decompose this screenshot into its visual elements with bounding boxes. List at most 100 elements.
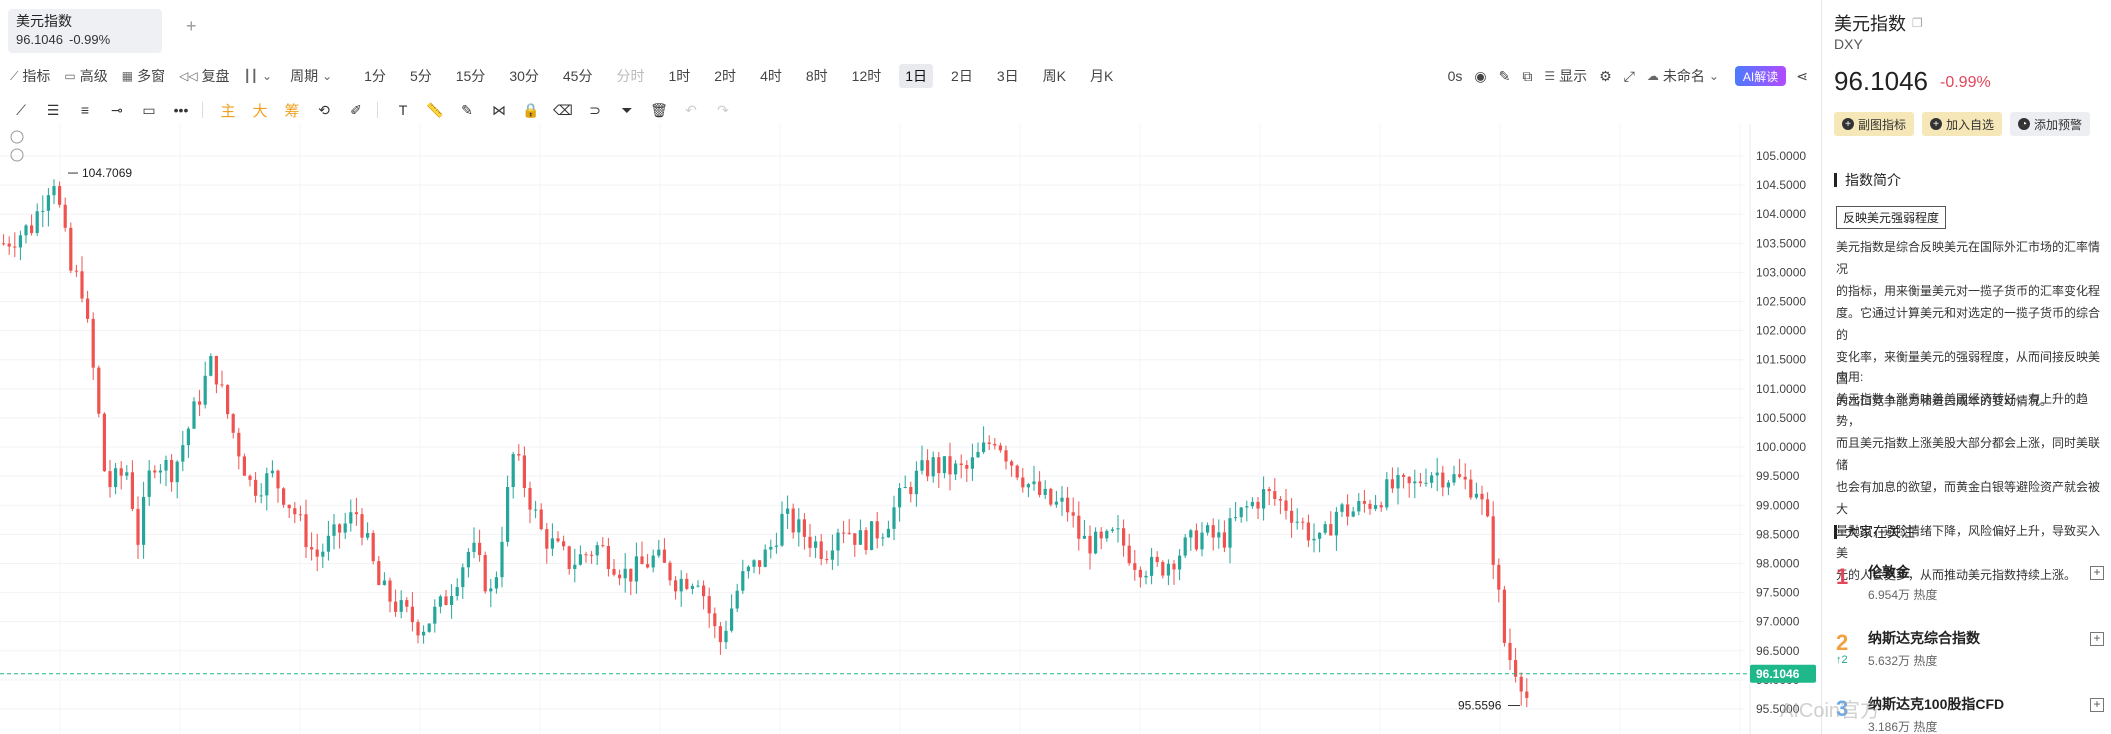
add-tab-button[interactable]: + bbox=[186, 16, 197, 36]
period-8[interactable]: 4时 bbox=[760, 68, 782, 84]
sub-indicator-button[interactable]: + 副图指标 bbox=[1834, 112, 1915, 136]
rectangle-icon[interactable]: ▭ bbox=[142, 101, 156, 118]
period-10[interactable]: 12时 bbox=[851, 68, 882, 84]
price-tick-label: 104.5000 bbox=[1756, 178, 1806, 192]
candle-body bbox=[752, 560, 756, 567]
panel-price: 96.1046 bbox=[1834, 66, 1928, 96]
period-9[interactable]: 8时 bbox=[805, 68, 828, 84]
camera-icon[interactable]: ◉ bbox=[1474, 67, 1487, 84]
candle-body bbox=[444, 596, 448, 605]
candle-body bbox=[517, 454, 521, 456]
candle-body bbox=[466, 551, 470, 568]
period-12[interactable]: 2日 bbox=[951, 68, 973, 84]
display-button[interactable]: ☰ 显示 bbox=[1544, 63, 1587, 89]
tab-dxy[interactable]: 美元指数 96.1046 -0.99% bbox=[8, 9, 162, 53]
replay-button[interactable]: ◁◁ 复盘 bbox=[179, 63, 229, 89]
candle-body bbox=[1127, 545, 1131, 564]
add-alert-button[interactable]: ◔ 添加预警 bbox=[2010, 112, 2091, 136]
candle-body bbox=[1155, 556, 1159, 563]
fullscreen-icon[interactable]: ⤢ bbox=[1623, 67, 1635, 84]
candle-body bbox=[758, 560, 762, 567]
settings-icon[interactable]: ⚙ bbox=[1599, 67, 1612, 84]
period-6[interactable]: 1时 bbox=[668, 68, 691, 84]
sync-icon[interactable]: ⟲ bbox=[318, 101, 330, 118]
layout-icon[interactable]: ⧉ bbox=[1522, 67, 1533, 84]
advanced-button[interactable]: ▭ 高级 bbox=[64, 63, 107, 89]
chip-toggle[interactable]: 筹 bbox=[284, 102, 300, 120]
period-2[interactable]: 15分 bbox=[455, 68, 486, 84]
candle-body bbox=[142, 496, 146, 545]
template-dropdown[interactable]: ☁ 未命名 ⌄ bbox=[1647, 63, 1723, 89]
add-watch-icon[interactable]: + bbox=[2090, 566, 2104, 580]
period-13[interactable]: 3日 bbox=[996, 68, 1019, 84]
candle-body bbox=[1514, 660, 1518, 677]
line-tool-icon[interactable]: ⟋ bbox=[16, 101, 26, 118]
candle-body bbox=[304, 514, 308, 548]
filter-icon[interactable]: ⏷ bbox=[621, 101, 633, 118]
pencil-brush-icon[interactable]: ✐ bbox=[350, 101, 362, 118]
undo-icon[interactable]: ↶ bbox=[685, 101, 697, 118]
candle-body bbox=[1166, 563, 1170, 576]
candle-body bbox=[349, 512, 353, 524]
big-order-toggle[interactable]: 大 bbox=[252, 102, 268, 120]
indicator-button[interactable]: ⟋ 指标 bbox=[10, 63, 50, 89]
share-icon[interactable]: ⋖ bbox=[1796, 67, 1808, 84]
copy-icon[interactable]: ❐ bbox=[1912, 16, 1923, 30]
eraser-icon[interactable]: ⌫ bbox=[553, 101, 573, 118]
watch-item[interactable]: 1 伦敦金 6.954万 热度 + bbox=[1836, 556, 2106, 608]
lock-icon[interactable]: 🔒 bbox=[522, 101, 540, 118]
chart-type-button[interactable]: ┃┃ ⌄ bbox=[244, 63, 277, 89]
period-11[interactable]: 1日 bbox=[899, 64, 934, 88]
candle-body bbox=[35, 211, 39, 234]
pen-icon[interactable]: ✎ bbox=[1498, 67, 1511, 84]
replay-label: 复盘 bbox=[201, 68, 230, 84]
period-15[interactable]: 月K bbox=[1089, 68, 1114, 84]
trash-icon[interactable]: 🗑 bbox=[650, 101, 668, 118]
magnet-icon[interactable]: ⊃ bbox=[589, 101, 601, 118]
candle-body bbox=[332, 524, 336, 536]
watch-name: 纳斯达克100股指CFD bbox=[1868, 696, 2005, 712]
candle-body bbox=[892, 507, 896, 529]
fib-lines-icon[interactable]: ≡ bbox=[80, 102, 90, 118]
main-chart-toggle[interactable]: 主 bbox=[220, 102, 236, 120]
low-price-label: 95.5596 bbox=[1458, 699, 1502, 713]
price-tick-label: 101.0000 bbox=[1756, 382, 1806, 396]
watermark: AICoin官方 bbox=[1780, 700, 1881, 722]
watch-item[interactable]: 2 ↑2 纳斯达克综合指数 5.632万 热度 + bbox=[1836, 622, 2106, 674]
multi-window-button[interactable]: ▦ 多窗 bbox=[122, 63, 165, 89]
candle-body bbox=[209, 356, 213, 376]
ruler-icon[interactable]: 📏 bbox=[426, 101, 444, 118]
horizontal-ray-icon[interactable]: ⊸ bbox=[111, 101, 123, 118]
candle-body bbox=[1038, 481, 1042, 495]
more-dots-icon[interactable]: ••• bbox=[173, 102, 189, 118]
watch-heat: 6.954万 热度 bbox=[1868, 588, 1938, 602]
candle-body bbox=[886, 528, 890, 538]
ai-interpret-button[interactable]: AI解读 bbox=[1734, 66, 1787, 86]
candle-body bbox=[1508, 642, 1512, 661]
candle-body bbox=[175, 461, 179, 483]
pattern-icon[interactable]: ⋈ bbox=[492, 101, 506, 118]
candle-body bbox=[1245, 506, 1249, 508]
period-3[interactable]: 30分 bbox=[509, 68, 539, 84]
add-watch-icon[interactable]: + bbox=[2090, 698, 2104, 712]
period-7[interactable]: 2时 bbox=[714, 68, 737, 84]
add-watchlist-button[interactable]: + 加入自选 bbox=[1922, 112, 2003, 136]
add-watch-icon[interactable]: + bbox=[2090, 632, 2104, 646]
parallel-lines-icon[interactable]: ☰ bbox=[46, 101, 60, 118]
period-14[interactable]: 周K bbox=[1042, 68, 1066, 84]
candlestick-chart[interactable]: 105.0000 104.5000 104.0000 103.5000 103.0000… bbox=[0, 124, 1820, 734]
candle-body bbox=[1346, 504, 1350, 517]
watch-item[interactable]: 3 纳斯达克100股指CFD 3.186万 热度 + bbox=[1836, 688, 2106, 734]
period-dropdown[interactable]: 周期 ⌄ bbox=[290, 63, 336, 89]
redo-icon[interactable]: ↷ bbox=[717, 101, 729, 118]
highlighter-icon[interactable]: ✎ bbox=[461, 101, 473, 118]
candle-body bbox=[41, 210, 45, 212]
chart-canvas[interactable]: 105.0000 104.5000 104.0000 103.5000 103.0000… bbox=[0, 124, 1820, 734]
candle-body bbox=[30, 225, 34, 234]
candle-body bbox=[46, 195, 50, 211]
period-4[interactable]: 45分 bbox=[562, 68, 593, 84]
period-5[interactable]: 分时 bbox=[616, 68, 645, 84]
period-0[interactable]: 1分 bbox=[364, 68, 386, 84]
text-tool-icon[interactable]: T bbox=[398, 102, 408, 118]
period-1[interactable]: 5分 bbox=[409, 68, 432, 84]
